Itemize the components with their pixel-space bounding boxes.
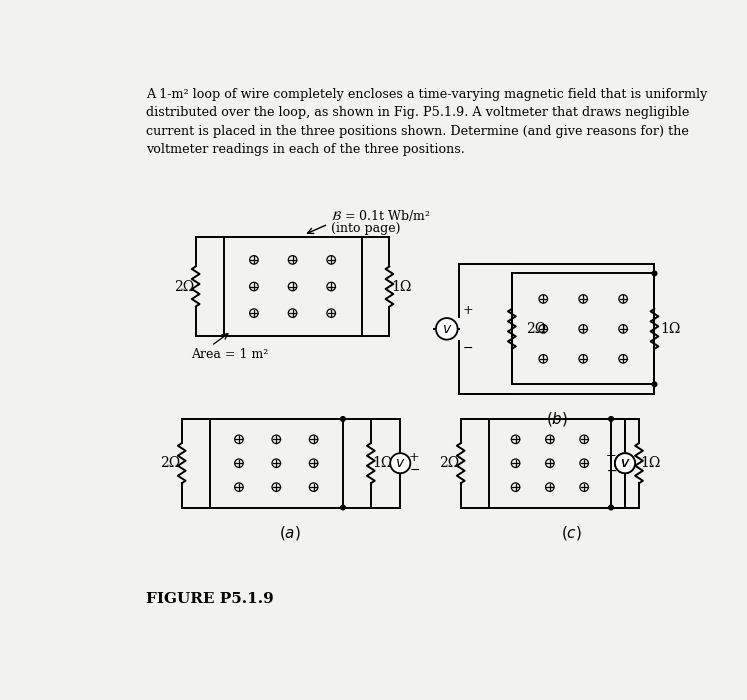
Circle shape xyxy=(390,453,410,473)
Text: (into page): (into page) xyxy=(332,222,401,235)
Circle shape xyxy=(341,416,345,421)
Text: $(b)$: $(b)$ xyxy=(546,410,568,428)
Text: A 1-m² loop of wire completely encloses a time-varying magnetic field that is un: A 1-m² loop of wire completely encloses … xyxy=(146,88,707,156)
Circle shape xyxy=(609,416,613,421)
Text: 2Ω: 2Ω xyxy=(160,456,180,470)
Text: 1Ω: 1Ω xyxy=(372,456,393,470)
Text: $-$: $-$ xyxy=(606,463,616,477)
Circle shape xyxy=(609,505,613,510)
Text: FIGURE P5.1.9: FIGURE P5.1.9 xyxy=(146,592,274,606)
Text: 1Ω: 1Ω xyxy=(391,279,412,293)
Text: 2Ω: 2Ω xyxy=(526,322,546,336)
Text: 2Ω: 2Ω xyxy=(439,456,459,470)
Text: $v$: $v$ xyxy=(620,456,630,470)
Text: 1Ω: 1Ω xyxy=(660,322,681,336)
Text: $v$: $v$ xyxy=(395,456,406,470)
Text: $-$: $-$ xyxy=(409,463,420,476)
Circle shape xyxy=(615,453,635,473)
Text: 2Ω: 2Ω xyxy=(174,279,194,293)
Text: $-$: $-$ xyxy=(462,341,474,354)
Text: +: + xyxy=(409,451,420,463)
Circle shape xyxy=(652,271,657,276)
Text: 1Ω: 1Ω xyxy=(640,456,661,470)
Text: +: + xyxy=(606,450,616,463)
Circle shape xyxy=(615,453,635,473)
Text: $v$: $v$ xyxy=(620,456,630,470)
Text: $(c)$: $(c)$ xyxy=(561,524,582,542)
Text: $v$: $v$ xyxy=(441,322,452,336)
Text: $-$: $-$ xyxy=(606,463,616,477)
Circle shape xyxy=(341,505,345,510)
Circle shape xyxy=(652,382,657,386)
Text: Area = 1 m²: Area = 1 m² xyxy=(191,348,268,361)
Text: +: + xyxy=(462,304,473,317)
Text: +: + xyxy=(606,450,616,463)
Text: $(a)$: $(a)$ xyxy=(279,524,301,542)
Circle shape xyxy=(436,318,458,340)
Text: $\mathcal{B}$ = 0.1t Wb/m²: $\mathcal{B}$ = 0.1t Wb/m² xyxy=(332,208,431,223)
